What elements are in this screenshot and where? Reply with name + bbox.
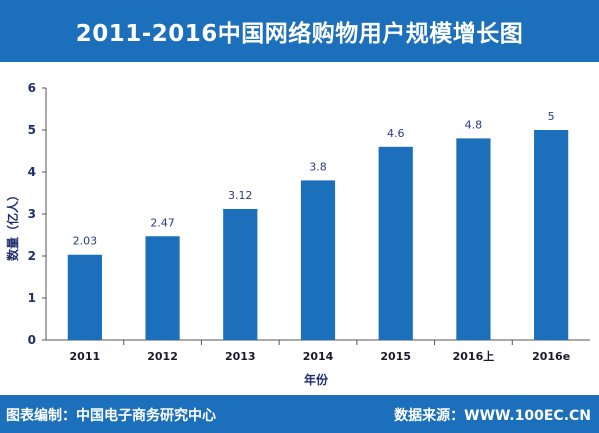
x-tick-label: 2012 [147,350,178,363]
data-label: 3.8 [309,160,327,173]
chart-title: 2011-2016中国网络购物用户规模增长图 [75,21,524,47]
data-label: 4.6 [387,127,405,140]
footer-bar: 图表编制：中国电子商务研究中心 数据来源：WWW.100EC.CN [0,395,599,433]
bar-2012 [145,236,180,340]
bar-2016e [534,130,569,340]
x-tick-label: 2015 [380,350,411,363]
y-axis-title: 数量（亿人） [5,189,20,261]
bar-2016上 [456,138,491,340]
footer-source: 数据来源：WWW.100EC.CN [394,408,591,424]
y-tick-label: 2 [28,249,36,263]
bar-chart: 0 1 2 3 4 5 6 2011 2012 2013 2014 2015 2016上 2016e 2… [5,81,590,387]
data-label: 2.03 [73,235,98,248]
x-tick-label: 2014 [303,350,334,363]
bar-2013 [223,208,258,340]
data-label: 5 [548,110,555,123]
bar-2015 [378,146,413,340]
x-tick-label: 2013 [225,350,256,363]
y-tick-label: 4 [28,165,36,179]
x-tick-label: 2016e [532,350,570,363]
title-banner: 2011-2016中国网络购物用户规模增长图 [0,0,599,62]
y-tick-label: 3 [28,207,36,221]
x-axis-title: 年份 [304,372,329,387]
data-label: 4.8 [465,118,483,131]
x-tick-label: 2011 [70,350,101,363]
bar-2014 [300,180,336,340]
data-label: 2.47 [150,216,175,229]
y-tick-label: 5 [28,123,36,137]
y-tick-label: 1 [28,291,36,305]
bar-2011 [67,254,102,340]
footer-credit: 图表编制：中国电子商务研究中心 [6,408,216,424]
y-tick-label: 6 [28,81,36,95]
x-tick-label: 2016上 [453,349,495,363]
y-tick-label: 0 [28,333,36,347]
data-label: 3.12 [228,189,253,202]
